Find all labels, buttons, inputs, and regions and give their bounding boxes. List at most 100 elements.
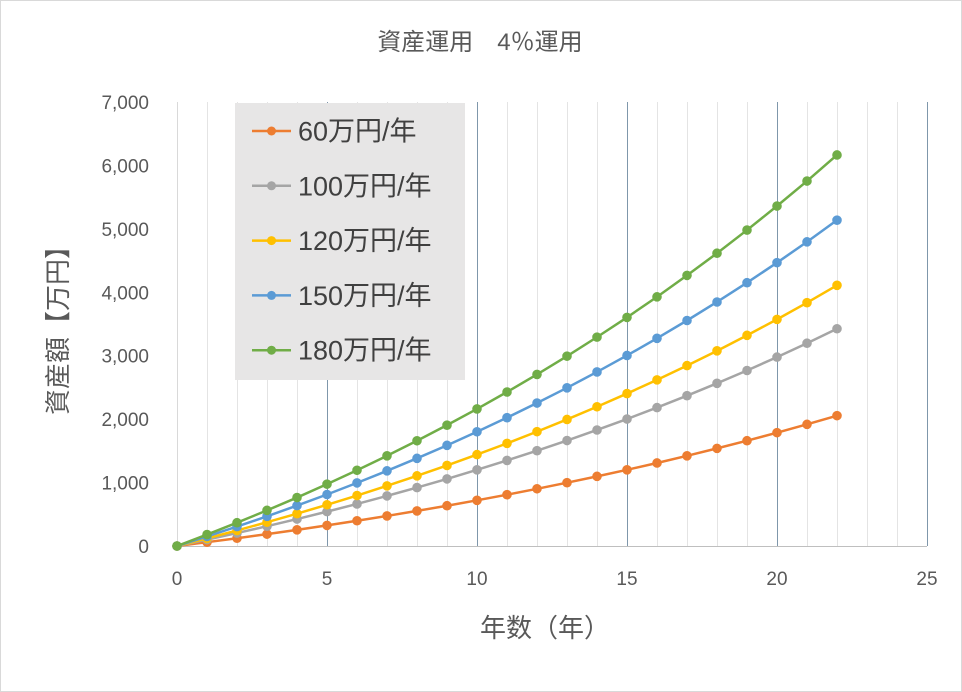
data-point [292,492,302,503]
data-point [472,426,482,437]
data-point [472,465,482,475]
legend-item: 150万円/年 [252,281,432,311]
data-point [562,414,572,425]
data-point [502,387,512,397]
y-tick-label: 5,000 [101,220,149,241]
data-point [472,449,482,460]
series-5 [172,150,842,551]
data-point [352,515,362,526]
data-point [262,505,272,516]
data-point [352,490,362,501]
data-point [772,257,782,268]
data-point [442,474,452,484]
data-point [412,482,422,493]
data-point [502,412,512,423]
legend: 60万円/年 100万円/年 120万円/年 150万円/年 180万円/年 [235,103,465,380]
data-point [352,499,362,509]
data-point [292,508,302,519]
data-point [232,517,242,528]
data-point [622,465,632,475]
data-point [532,398,542,408]
data-point [622,414,632,424]
y-tick-label: 7,000 [101,93,149,114]
legend-item: 180万円/年 [252,336,432,366]
data-point [622,312,632,323]
data-point [712,248,722,259]
data-point [832,323,842,334]
data-point [712,297,722,307]
legend-items: 60万円/年 100万円/年 120万円/年 150万円/年 180万円/年 [252,117,432,366]
data-point [622,388,632,399]
data-point [652,375,662,385]
data-point [532,483,542,494]
data-point [802,419,812,430]
data-point [352,478,362,488]
data-point [802,338,812,349]
data-point [442,500,452,511]
data-point [592,367,602,377]
data-point [652,333,662,344]
data-point [772,201,782,211]
y-axis-tick-labels: 0 1,000 2,000 3,000 4,000 5,000 6,000 7,000 [101,93,149,558]
y-tick-label: 6,000 [101,156,149,177]
data-point [712,378,722,389]
data-point [502,489,512,500]
legend-label: 180万円/年 [298,336,432,366]
data-point [802,176,812,186]
data-point [712,443,722,454]
data-point [772,427,782,438]
data-point [412,506,422,516]
x-tick-label: 0 [172,569,183,590]
series-4 [172,215,842,551]
data-point [562,435,572,446]
y-tick-label: 1,000 [101,474,149,495]
y-axis-title: 資産額【万円】 [43,233,73,415]
legend-marker [267,126,276,136]
data-point [742,277,752,288]
data-point [532,426,542,437]
data-point [622,350,632,361]
legend-label: 150万円/年 [298,281,432,311]
data-point [382,511,392,521]
data-point [832,410,842,421]
data-point [202,529,212,540]
data-point [532,369,542,380]
legend-item: 60万円/年 [252,117,417,147]
data-point [682,451,692,461]
data-point [742,365,752,376]
y-tick-label: 4,000 [101,283,149,304]
data-point [592,401,602,412]
data-point [682,390,692,401]
data-point [712,346,722,356]
data-point [262,529,272,539]
data-point [592,471,602,482]
data-point [592,332,602,342]
data-point [412,435,422,446]
legend-label: 60万円/年 [298,117,417,147]
data-point [442,440,452,451]
data-point [502,438,512,449]
data-point [472,495,482,506]
y-tick-label: 0 [138,537,149,558]
y-tick-label: 3,000 [101,347,149,368]
data-point [562,383,572,393]
legend-item: 100万円/年 [252,171,432,201]
x-axis-title: 年数（年） [480,613,610,643]
data-point [412,471,422,481]
legend-marker [267,236,276,246]
data-point [652,458,662,468]
data-point [652,402,662,413]
data-point [562,477,572,488]
legend-marker [267,345,276,355]
data-point [322,489,332,500]
series-3 [172,280,842,551]
data-point [742,330,752,341]
x-tick-label: 10 [466,569,487,590]
data-point [532,445,542,456]
data-point [592,425,602,435]
data-point [352,465,362,476]
data-point [442,420,452,430]
data-point [742,225,752,235]
data-point [832,280,842,291]
data-point [832,150,842,160]
